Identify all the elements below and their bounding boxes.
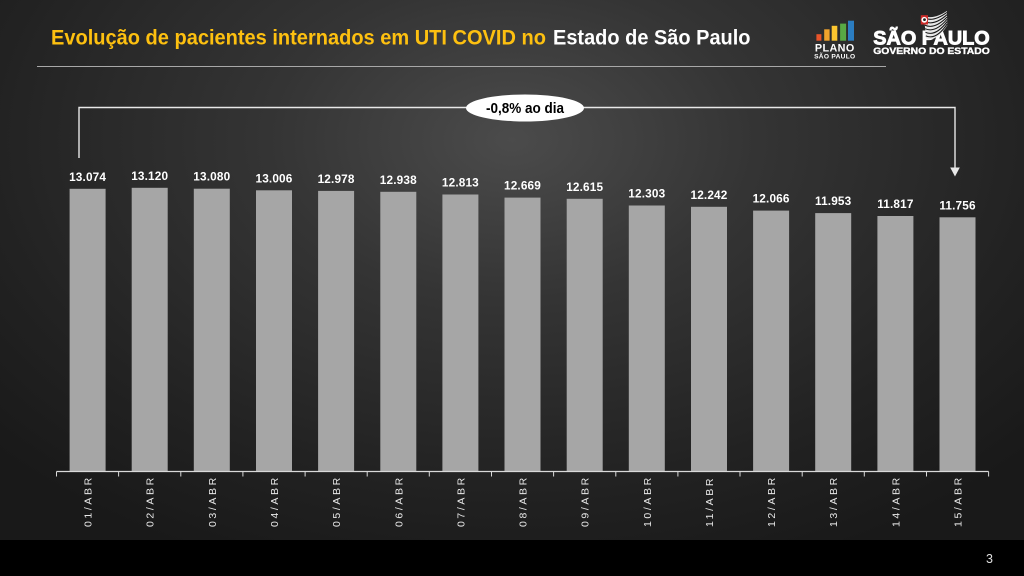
svg-text:12.938: 12.938 [380,173,417,187]
svg-text:11/ABR: 11/ABR [704,476,716,527]
svg-text:02/ABR: 02/ABR [145,475,157,527]
svg-text:12.813: 12.813 [442,176,479,190]
svg-text:06/ABR: 06/ABR [393,475,405,527]
svg-text:12.669: 12.669 [504,179,541,193]
svg-text:08/ABR: 08/ABR [518,475,530,527]
svg-text:Evolução de pacientes internad: Evolução de pacientes internados em UTI … [51,27,552,50]
svg-text:03/ABR: 03/ABR [207,475,219,527]
svg-text:13/ABR: 13/ABR [828,475,840,527]
svg-text:-0,8% ao dia: -0,8% ao dia [486,101,565,117]
svg-text:13.074: 13.074 [69,170,106,184]
svg-text:SÃO PAULO: SÃO PAULO [814,52,855,61]
svg-text:11.756: 11.756 [939,198,976,212]
svg-text:15/ABR: 15/ABR [953,475,965,527]
svg-text:PLANO: PLANO [815,43,855,55]
svg-text:GOVERNO DO ESTADO: GOVERNO DO ESTADO [873,46,990,56]
svg-text:13.120: 13.120 [131,169,168,183]
svg-text:13.080: 13.080 [193,170,230,184]
svg-text:01/ABR: 01/ABR [83,475,95,527]
svg-text:12.066: 12.066 [753,192,790,206]
svg-text:13.006: 13.006 [256,171,293,185]
svg-text:11.817: 11.817 [877,197,914,211]
svg-text:04/ABR: 04/ABR [269,475,281,527]
svg-text:07/ABR: 07/ABR [455,475,467,527]
svg-text:12.615: 12.615 [566,180,603,194]
svg-text:10/ABR: 10/ABR [642,475,654,527]
svg-text:05/ABR: 05/ABR [331,475,343,527]
svg-text:12.303: 12.303 [628,187,665,201]
svg-text:Estado de São Paulo: Estado de São Paulo [553,27,751,50]
svg-text:14/ABR: 14/ABR [890,475,902,527]
svg-text:12/ABR: 12/ABR [766,475,778,527]
svg-text:3: 3 [986,552,993,566]
svg-text:09/ABR: 09/ABR [580,475,592,527]
svg-text:11.953: 11.953 [815,194,852,208]
svg-text:12.242: 12.242 [691,188,728,202]
svg-text:12.978: 12.978 [318,172,355,186]
